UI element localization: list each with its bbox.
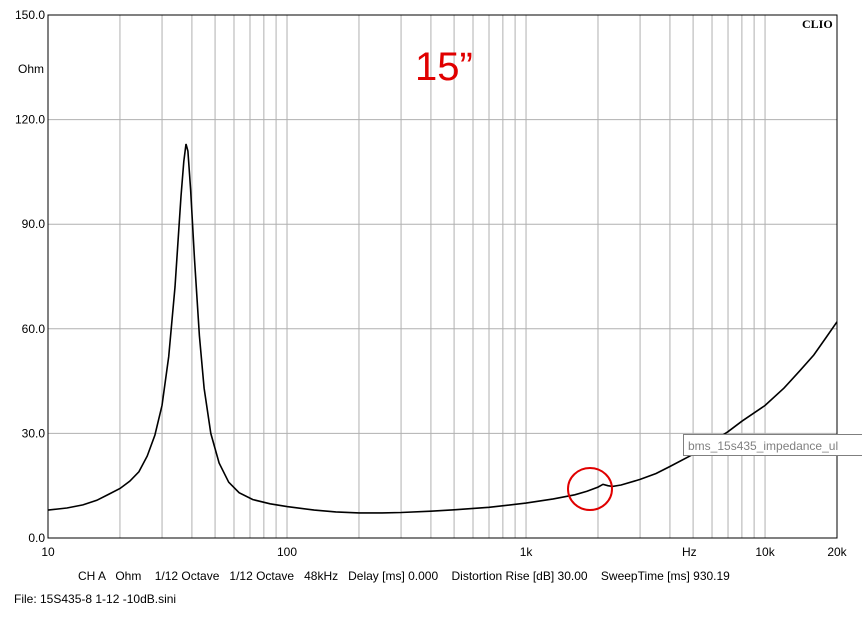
x-tick-label: 10k [755,545,775,559]
image-tooltip: bms_15s435_impedance_ul [683,434,862,456]
impedance-curve [47,143,838,514]
x-tick-label: 20k [827,545,847,559]
plot-frame [47,14,838,539]
y-tick-label: 30.0 [22,426,46,440]
x-tick-label: 100 [277,545,297,559]
axis-ticks: 150.0 120.0 90.0 60.0 30.0 0.010 100 1k 10k 20k [15,8,848,559]
file-name: File: 15S435-8 1-12 -10dB.sini [14,592,177,606]
x-tick-label: 10 [41,545,55,559]
measurement-settings: CH A Ohm 1/12 Octave 1/12 Octave 48kHz D… [78,569,730,583]
y-tick-label: 150.0 [15,8,45,22]
annotation-label: 15” [415,45,473,89]
y-tick-label: 0.0 [28,531,45,545]
y-tick-label: 90.0 [22,217,46,231]
x-unit-label: Hz [682,545,697,559]
highlight-circle [567,467,613,511]
y-tick-label: 120.0 [15,113,45,127]
brand-label: CLIO [802,17,833,31]
x-tick-label: 1k [520,545,534,559]
grid [48,15,837,538]
y-unit-label: Ohm [18,62,44,76]
y-tick-label: 60.0 [22,322,46,336]
